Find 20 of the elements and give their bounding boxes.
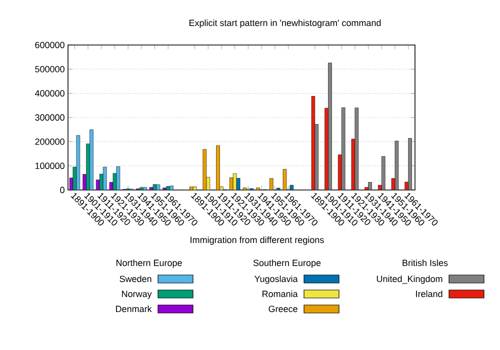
x-axis-title: Immigration from different regions — [190, 236, 324, 245]
legend-label: Romania — [262, 290, 298, 298]
legend-label: Sweden — [120, 275, 152, 282]
legend-label: Yugoslavia — [254, 275, 298, 284]
legend-label: United_Kingdom — [376, 275, 442, 284]
y-tick-label: 500000 — [35, 66, 64, 72]
y-tick-label: 400000 — [34, 90, 64, 97]
legend-label: Denmark — [116, 305, 152, 312]
y-tick-label: 200000 — [35, 138, 64, 145]
legend-label: Norway — [122, 290, 152, 299]
y-tick-label: 600000 — [35, 42, 64, 48]
y-tick-label: 300000 — [35, 114, 64, 121]
text: Northern Europe — [116, 259, 182, 268]
legend-label: Greece — [268, 306, 298, 312]
y-tick-label: 0 — [60, 186, 64, 194]
text: Southern Europe — [253, 259, 321, 268]
legend-label: Ireland — [416, 290, 442, 298]
y-tick-label: 100000 — [35, 162, 64, 170]
chart-title: Explicit start pattern in 'newhistogram' command — [189, 19, 381, 28]
text: British Isles — [402, 259, 448, 266]
